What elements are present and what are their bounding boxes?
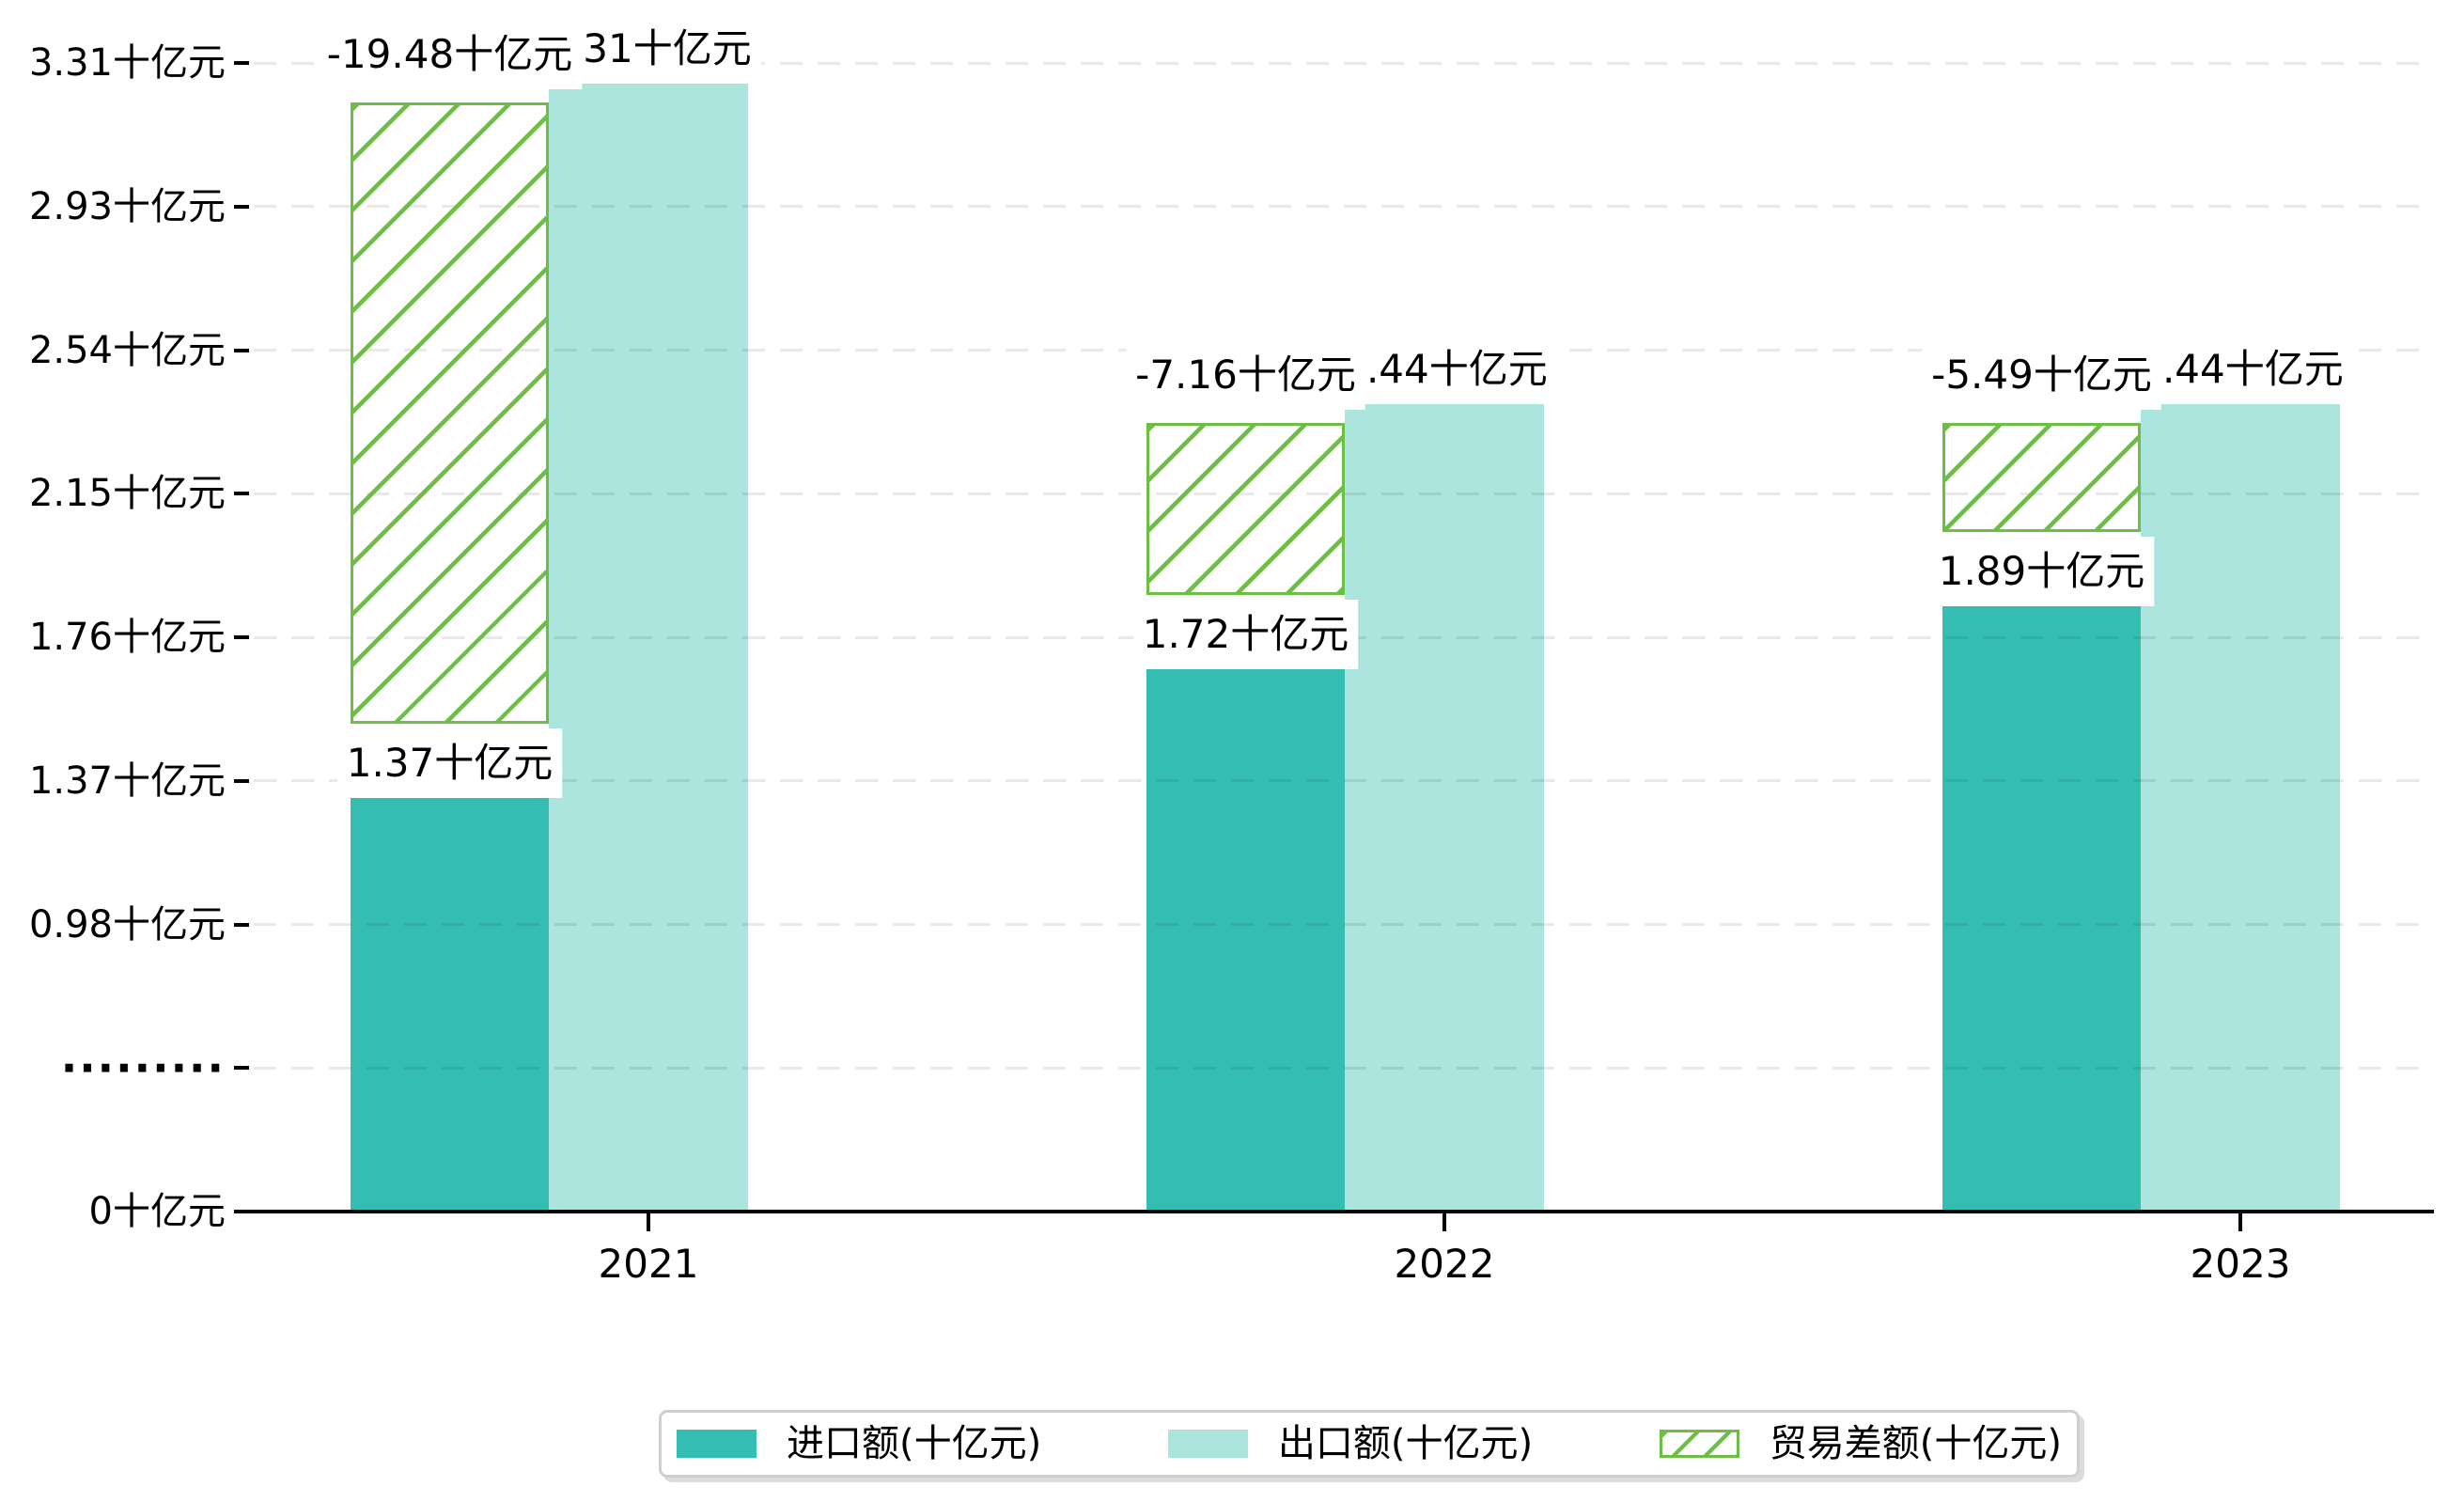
y-axis-tick-label: 1.76十亿元: [28, 616, 226, 659]
x-axis-tick-label: 2021: [598, 1241, 699, 1287]
import-bar: [350, 797, 550, 1212]
legend-item-label: 贸易差额(十亿元): [1769, 1422, 2062, 1465]
trade-balance-bar: [1942, 422, 2142, 533]
export-value-label: 2.44十亿元: [1332, 334, 1557, 404]
y-axis-tick-mark: [234, 204, 249, 209]
x-axis-tick-mark: [1443, 1213, 1446, 1231]
legend-item-import: 进口额(十亿元): [677, 1422, 1041, 1465]
import-bar: [1942, 606, 2142, 1212]
y-axis-tick-label: 2.15十亿元: [28, 472, 226, 516]
import-value-label: 1.89十亿元: [1928, 537, 2155, 607]
export-bar: [2141, 403, 2340, 1212]
legend-item-trade-balance: 贸易差额(十亿元): [1659, 1422, 2062, 1465]
legend-item-label: 进口额(十亿元): [787, 1422, 1042, 1465]
y-gridline: [254, 61, 2434, 65]
import-bar: [1146, 668, 1346, 1212]
y-axis-tick-mark: [234, 778, 249, 783]
y-gridline: [254, 923, 2434, 926]
y-axis-tick-mark: [234, 1210, 249, 1213]
y-axis-tick-mark: [234, 922, 249, 927]
trade-balance-value-label: -19.48十亿元: [317, 20, 583, 89]
import-value-label: 1.72十亿元: [1132, 599, 1359, 669]
y-axis-tick-label: 2.93十亿元: [28, 184, 226, 228]
legend-swatch-import: [677, 1430, 756, 1458]
export-value-label: 2.44十亿元: [2128, 334, 2353, 404]
y-axis-tick-label: 2.54十亿元: [28, 328, 226, 372]
legend: 进口额(十亿元) 出口额(十亿元) 贸易差额(十亿元): [659, 1410, 2080, 1478]
y-axis-tick-label: 1.37十亿元: [28, 759, 226, 803]
x-axis-tick-mark: [647, 1213, 650, 1231]
y-axis-tick-mark: [234, 492, 249, 496]
y-gridline: [254, 779, 2434, 783]
y-axis-tick-mark: [234, 1066, 249, 1071]
trade-balance-bar: [1146, 422, 1346, 595]
y-gridline: [254, 1066, 2434, 1070]
x-axis-line: [236, 1210, 2434, 1213]
legend-item-export: 出口额(十亿元): [1167, 1422, 1534, 1465]
import-value-label: 1.37十亿元: [336, 728, 563, 798]
y-gridline: [254, 205, 2434, 209]
x-axis-tick-mark: [2238, 1213, 2242, 1231]
x-axis-tick-label: 2023: [2190, 1241, 2291, 1287]
y-axis-tick-label: 3.31十亿元: [28, 41, 226, 85]
export-bar: [549, 84, 748, 1212]
y-axis-tick-label: 0十亿元: [88, 1190, 226, 1233]
legend-swatch-trade-balance: [1659, 1430, 1739, 1458]
y-axis-tick-label: 0.98十亿元: [28, 902, 226, 947]
legend-swatch-export: [1167, 1430, 1248, 1458]
y-axis-tick-mark: [234, 61, 249, 65]
export-bar: [1345, 403, 1544, 1212]
y-axis-tick-mark: [234, 635, 249, 639]
x-axis-tick-label: 2022: [1394, 1241, 1495, 1287]
legend-item-label: 出口额(十亿元): [1277, 1422, 1534, 1465]
trade-balance-value-label: -7.16十亿元: [1126, 339, 1365, 410]
trade-balance-bar: [350, 102, 550, 724]
trade-balance-value-label: -5.49十亿元: [1922, 339, 2161, 410]
y-axis-break-dots: ·········: [60, 1042, 226, 1094]
y-axis-tick-mark: [234, 348, 249, 352]
